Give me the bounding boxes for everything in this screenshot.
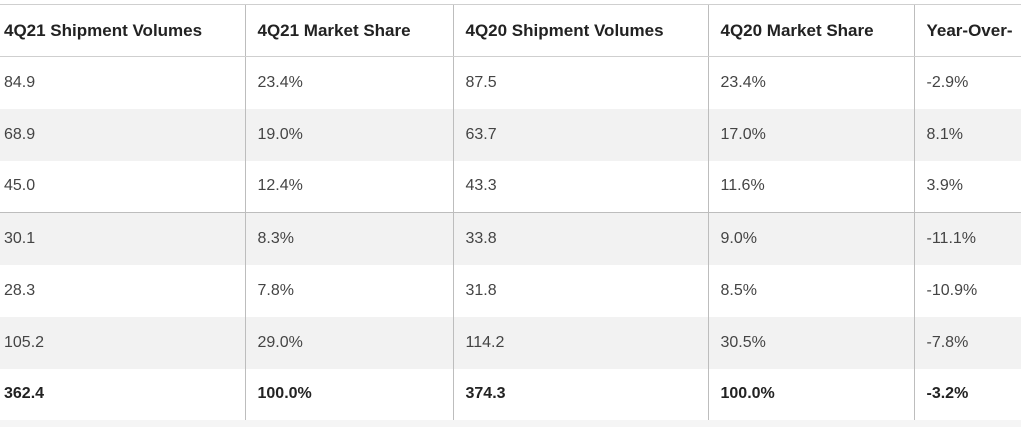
cell-4q21-volume: 84.9 xyxy=(0,56,245,109)
cell-yoy-change: -11.1% xyxy=(913,212,1021,265)
table-total-row: 362.4 100.0% 374.3 100.0% -3.2% xyxy=(0,368,1021,421)
total-4q21-share: 100.0% xyxy=(244,368,453,421)
header-4q21-shipment-volumes: 4Q21 Shipment Volumes xyxy=(0,4,245,57)
table-bottom-area xyxy=(0,420,1021,427)
cell-4q21-share: 12.4% xyxy=(244,160,453,213)
cell-4q20-volume: 87.5 xyxy=(452,56,708,109)
total-4q20-volume: 374.3 xyxy=(452,368,708,421)
cell-4q20-volume: 33.8 xyxy=(452,212,708,265)
shipment-table: 4Q21 Shipment Volumes 4Q21 Market Share … xyxy=(0,4,1021,421)
table-row: 68.9 19.0% 63.7 17.0% 8.1% xyxy=(0,108,1021,161)
cell-4q20-share: 17.0% xyxy=(707,108,914,161)
cell-4q21-share: 7.8% xyxy=(244,264,453,317)
table-header-row: 4Q21 Shipment Volumes 4Q21 Market Share … xyxy=(0,4,1021,57)
cell-4q20-volume: 63.7 xyxy=(452,108,708,161)
table-row: 30.1 8.3% 33.8 9.0% -11.1% xyxy=(0,212,1021,265)
cell-yoy-change: 8.1% xyxy=(913,108,1021,161)
cell-4q20-share: 8.5% xyxy=(707,264,914,317)
header-4q21-market-share: 4Q21 Market Share xyxy=(244,4,453,57)
cell-yoy-change: -2.9% xyxy=(913,56,1021,109)
cell-4q21-share: 23.4% xyxy=(244,56,453,109)
header-4q20-shipment-volumes: 4Q20 Shipment Volumes xyxy=(452,4,708,57)
cell-4q21-share: 8.3% xyxy=(244,212,453,265)
cell-yoy-change: -10.9% xyxy=(913,264,1021,317)
table-row: 28.3 7.8% 31.8 8.5% -10.9% xyxy=(0,264,1021,317)
cell-4q20-share: 23.4% xyxy=(707,56,914,109)
cell-4q20-volume: 114.2 xyxy=(452,316,708,369)
cell-4q21-share: 29.0% xyxy=(244,316,453,369)
cell-4q20-share: 9.0% xyxy=(707,212,914,265)
cell-4q20-share: 30.5% xyxy=(707,316,914,369)
total-yoy-change: -3.2% xyxy=(913,368,1021,421)
cell-yoy-change: 3.9% xyxy=(913,160,1021,213)
total-4q20-share: 100.0% xyxy=(707,368,914,421)
cell-4q21-volume: 68.9 xyxy=(0,108,245,161)
cell-4q21-volume: 28.3 xyxy=(0,264,245,317)
header-year-over-year: Year-Over- xyxy=(913,4,1021,57)
total-4q21-volume: 362.4 xyxy=(0,368,245,421)
cell-4q21-volume: 45.0 xyxy=(0,160,245,213)
cell-4q20-share: 11.6% xyxy=(707,160,914,213)
cell-4q21-volume: 30.1 xyxy=(0,212,245,265)
cell-4q20-volume: 31.8 xyxy=(452,264,708,317)
cell-4q21-share: 19.0% xyxy=(244,108,453,161)
table-row: 105.2 29.0% 114.2 30.5% -7.8% xyxy=(0,316,1021,369)
cell-4q20-volume: 43.3 xyxy=(452,160,708,213)
cell-4q21-volume: 105.2 xyxy=(0,316,245,369)
table-row: 45.0 12.4% 43.3 11.6% 3.9% xyxy=(0,160,1021,213)
cell-yoy-change: -7.8% xyxy=(913,316,1021,369)
shipment-table-container: 4Q21 Shipment Volumes 4Q21 Market Share … xyxy=(0,4,1021,421)
header-4q20-market-share: 4Q20 Market Share xyxy=(707,4,914,57)
table-row: 84.9 23.4% 87.5 23.4% -2.9% xyxy=(0,56,1021,109)
